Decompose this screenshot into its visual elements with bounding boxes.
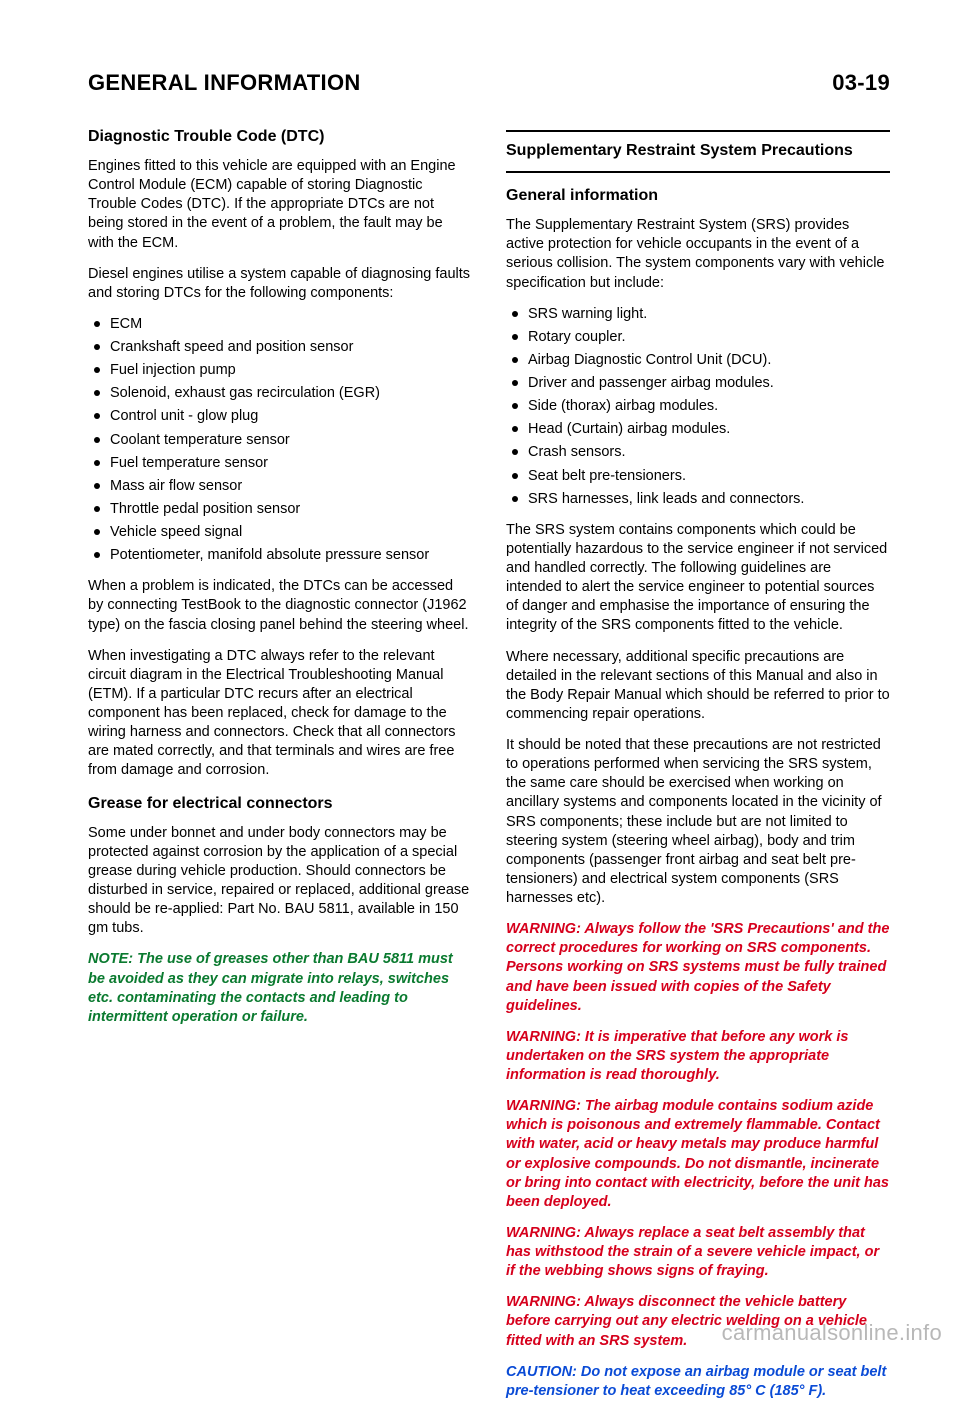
- list-item: Side (thorax) airbag modules.: [506, 397, 890, 416]
- heading-grease: Grease for electrical connectors: [88, 793, 472, 814]
- list-item: Head (Curtain) airbag modules.: [506, 420, 890, 439]
- heading-srs-title: Supplementary Restraint System Precautio…: [506, 140, 890, 161]
- list-item: Driver and passenger airbag modules.: [506, 374, 890, 393]
- list-item: Fuel injection pump: [88, 361, 472, 380]
- note-grease: NOTE: The use of greases other than BAU …: [88, 950, 472, 1027]
- dtc-paragraph-3: When a problem is indicated, the DTCs ca…: [88, 577, 472, 634]
- srs-paragraph-1: The Supplementary Restraint System (SRS)…: [506, 216, 890, 293]
- section-rule-top: [506, 130, 890, 132]
- srs-paragraph-3: Where necessary, additional specific pre…: [506, 648, 890, 725]
- warning-1: WARNING: Always follow the 'SRS Precauti…: [506, 920, 890, 1016]
- srs-component-list: SRS warning light. Rotary coupler. Airba…: [506, 305, 890, 509]
- list-item: Crankshaft speed and position sensor: [88, 338, 472, 357]
- list-item: Rotary coupler.: [506, 328, 890, 347]
- list-item: ECM: [88, 315, 472, 334]
- warning-4: WARNING: Always replace a seat belt asse…: [506, 1224, 890, 1281]
- list-item: Crash sensors.: [506, 443, 890, 462]
- right-column: Supplementary Restraint System Precautio…: [506, 124, 890, 1413]
- section-rule-bottom: [506, 171, 890, 173]
- dtc-component-list: ECM Crankshaft speed and position sensor…: [88, 315, 472, 565]
- list-item: Fuel temperature sensor: [88, 454, 472, 473]
- dtc-paragraph-1: Engines fitted to this vehicle are equip…: [88, 157, 472, 253]
- warning-2: WARNING: It is imperative that before an…: [506, 1028, 890, 1085]
- list-item: Vehicle speed signal: [88, 523, 472, 542]
- content-columns: Diagnostic Trouble Code (DTC) Engines fi…: [88, 124, 890, 1413]
- heading-dtc: Diagnostic Trouble Code (DTC): [88, 126, 472, 147]
- grease-paragraph: Some under bonnet and under body connect…: [88, 824, 472, 939]
- header-page-number: 03-19: [832, 70, 890, 96]
- list-item: Airbag Diagnostic Control Unit (DCU).: [506, 351, 890, 370]
- page-header: GENERAL INFORMATION 03-19: [88, 70, 890, 96]
- heading-srs-general: General information: [506, 185, 890, 206]
- list-item: Solenoid, exhaust gas recirculation (EGR…: [88, 384, 472, 403]
- list-item: SRS warning light.: [506, 305, 890, 324]
- caution-1: CAUTION: Do not expose an airbag module …: [506, 1363, 890, 1401]
- footer-watermark: carmanualsonline.info: [722, 1320, 942, 1346]
- list-item: Control unit - glow plug: [88, 407, 472, 426]
- warning-3: WARNING: The airbag module contains sodi…: [506, 1097, 890, 1212]
- header-section-title: GENERAL INFORMATION: [88, 70, 361, 96]
- list-item: Throttle pedal position sensor: [88, 500, 472, 519]
- srs-paragraph-4: It should be noted that these precaution…: [506, 736, 890, 908]
- list-item: Mass air flow sensor: [88, 477, 472, 496]
- list-item: Coolant temperature sensor: [88, 431, 472, 450]
- left-column: Diagnostic Trouble Code (DTC) Engines fi…: [88, 124, 472, 1413]
- list-item: SRS harnesses, link leads and connectors…: [506, 490, 890, 509]
- dtc-paragraph-4: When investigating a DTC always refer to…: [88, 647, 472, 781]
- list-item: Seat belt pre-tensioners.: [506, 467, 890, 486]
- dtc-paragraph-2: Diesel engines utilise a system capable …: [88, 265, 472, 303]
- page: GENERAL INFORMATION 03-19 Diagnostic Tro…: [0, 0, 960, 1358]
- srs-paragraph-2: The SRS system contains components which…: [506, 521, 890, 636]
- list-item: Potentiometer, manifold absolute pressur…: [88, 546, 472, 565]
